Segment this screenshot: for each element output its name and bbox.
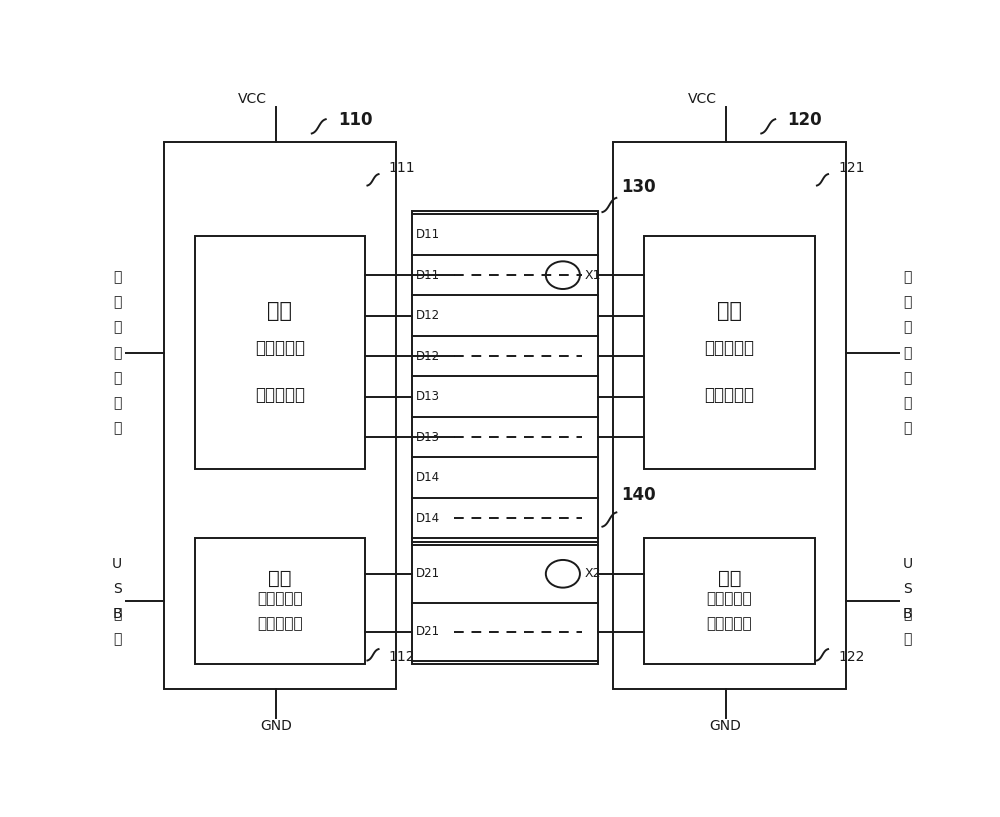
- Bar: [195, 538, 365, 664]
- Text: D13: D13: [416, 431, 440, 444]
- Text: 媒: 媒: [113, 296, 121, 310]
- Text: 第一: 第一: [268, 301, 292, 321]
- Text: 号: 号: [904, 371, 912, 385]
- Text: D12: D12: [416, 309, 440, 322]
- Text: 差剖共模频: 差剖共模频: [707, 592, 752, 606]
- Text: 110: 110: [338, 110, 373, 128]
- Text: D21: D21: [416, 567, 440, 580]
- Text: VCC: VCC: [688, 92, 717, 106]
- Bar: [164, 142, 396, 690]
- Text: GND: GND: [710, 719, 742, 733]
- Text: D11: D11: [416, 269, 440, 282]
- Text: 号: 号: [113, 632, 121, 646]
- Text: 分复用网络: 分复用网络: [707, 617, 752, 632]
- Text: B: B: [112, 607, 122, 621]
- Text: 信: 信: [113, 346, 121, 359]
- Text: 输: 输: [113, 396, 121, 410]
- Text: 差分共模频: 差分共模频: [255, 339, 305, 357]
- Text: 信: 信: [904, 346, 912, 359]
- Text: 121: 121: [838, 161, 864, 175]
- Text: VCC: VCC: [238, 92, 267, 106]
- Text: 信: 信: [113, 607, 121, 621]
- Text: 差分共模频: 差分共模频: [704, 339, 755, 357]
- Bar: [644, 538, 815, 664]
- Text: D14: D14: [416, 511, 440, 525]
- Text: 第二: 第二: [268, 569, 292, 588]
- Text: 130: 130: [621, 177, 656, 195]
- Bar: [613, 142, 846, 690]
- Text: 122: 122: [838, 650, 864, 664]
- Text: D12: D12: [416, 350, 440, 363]
- Text: 体: 体: [904, 320, 912, 335]
- Bar: [644, 236, 815, 469]
- Text: B: B: [903, 607, 913, 621]
- Text: S: S: [903, 582, 912, 596]
- Text: 输: 输: [904, 396, 912, 410]
- Text: 140: 140: [621, 486, 656, 504]
- Bar: [412, 212, 598, 664]
- Text: U: U: [903, 556, 913, 570]
- Text: 分复用网络: 分复用网络: [255, 386, 305, 404]
- Text: D11: D11: [416, 228, 440, 241]
- Text: 第三: 第三: [717, 301, 742, 321]
- Text: 多: 多: [904, 270, 912, 284]
- Text: D13: D13: [416, 391, 440, 403]
- Bar: [195, 236, 365, 469]
- Text: X1: X1: [585, 269, 601, 282]
- Text: 体: 体: [113, 320, 121, 335]
- Text: 信: 信: [904, 607, 912, 621]
- Text: 分复用网络: 分复用网络: [704, 386, 755, 404]
- Text: D21: D21: [416, 626, 440, 638]
- Text: 第四: 第四: [718, 569, 741, 588]
- Text: 出: 出: [904, 422, 912, 435]
- Text: GND: GND: [260, 719, 292, 733]
- Text: U: U: [112, 556, 122, 570]
- Text: S: S: [113, 582, 122, 596]
- Text: 120: 120: [788, 110, 822, 128]
- Text: X2: X2: [585, 567, 601, 580]
- Text: 分复用网络: 分复用网络: [257, 617, 303, 632]
- Text: D14: D14: [416, 471, 440, 484]
- Text: 111: 111: [388, 161, 415, 175]
- Text: 多: 多: [113, 270, 121, 284]
- Text: 差分共模频: 差分共模频: [257, 592, 303, 606]
- Text: 号: 号: [904, 632, 912, 646]
- Text: 入: 入: [113, 422, 121, 435]
- Text: 号: 号: [113, 371, 121, 385]
- Text: 媒: 媒: [904, 296, 912, 310]
- Text: 112: 112: [388, 650, 415, 664]
